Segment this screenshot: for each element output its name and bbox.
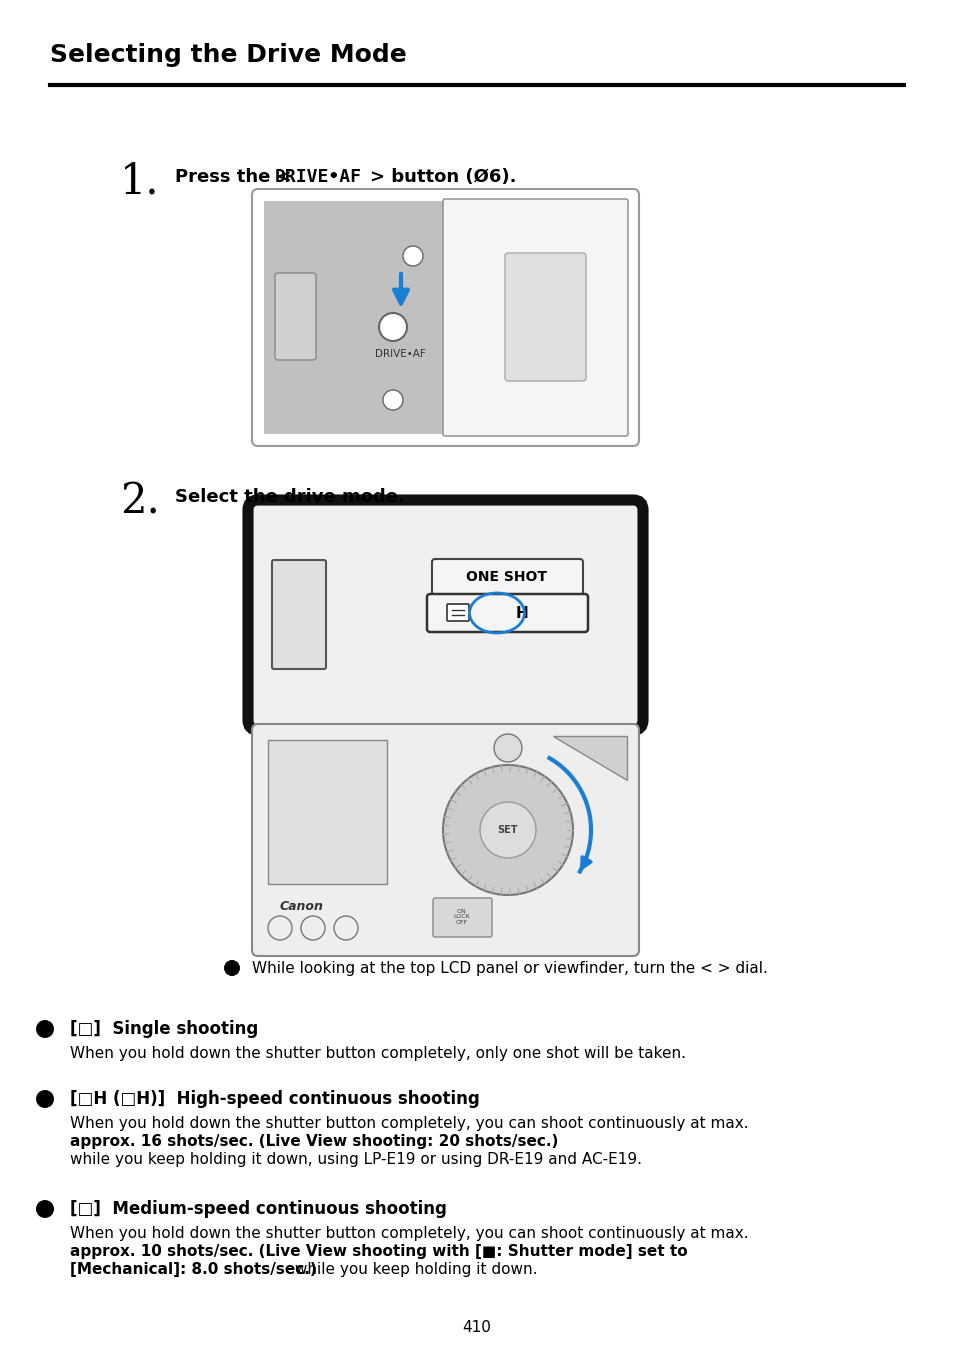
Circle shape <box>36 1020 54 1038</box>
Text: 2.: 2. <box>120 480 159 522</box>
Text: while you keep holding it down, using LP-E19 or using DR-E19 and AC-E19.: while you keep holding it down, using LP… <box>70 1153 641 1167</box>
FancyBboxPatch shape <box>432 560 582 594</box>
FancyBboxPatch shape <box>504 253 585 381</box>
Circle shape <box>224 960 240 976</box>
Text: H: H <box>515 605 528 620</box>
Text: DRIVE•AF: DRIVE•AF <box>274 168 361 186</box>
Text: [□]  Single shooting: [□] Single shooting <box>70 1020 258 1038</box>
Polygon shape <box>553 736 626 780</box>
FancyBboxPatch shape <box>442 199 627 436</box>
Text: When you hold down the shutter button completely, you can shoot continuously at : When you hold down the shutter button co… <box>70 1116 748 1131</box>
Text: ON
LOCK
OFF: ON LOCK OFF <box>453 909 470 925</box>
FancyBboxPatch shape <box>252 190 639 447</box>
Text: While looking at the top LCD panel or viewfinder, turn the < > dial.: While looking at the top LCD panel or vi… <box>252 960 767 975</box>
Circle shape <box>36 1089 54 1108</box>
Text: > button (Ø6).: > button (Ø6). <box>370 168 516 186</box>
FancyBboxPatch shape <box>248 500 642 730</box>
Circle shape <box>36 1200 54 1219</box>
Text: When you hold down the shutter button completely, only one shot will be taken.: When you hold down the shutter button co… <box>70 1046 685 1061</box>
Text: Select the drive mode.: Select the drive mode. <box>174 488 404 506</box>
Text: [Mechanical]: 8.0 shots/sec.): [Mechanical]: 8.0 shots/sec.) <box>70 1262 316 1276</box>
Text: approx. 10 shots/sec. (Live View shooting with [■: Shutter mode] set to: approx. 10 shots/sec. (Live View shootin… <box>70 1244 687 1259</box>
FancyBboxPatch shape <box>272 560 326 668</box>
Text: Canon: Canon <box>280 900 323 913</box>
Text: When you hold down the shutter button completely, you can shoot continuously at : When you hold down the shutter button co… <box>70 1227 748 1241</box>
Text: DRIVE•AF: DRIVE•AF <box>375 348 425 359</box>
Text: Press the <: Press the < <box>174 168 292 186</box>
FancyBboxPatch shape <box>274 273 315 360</box>
Circle shape <box>494 734 521 763</box>
Circle shape <box>479 802 536 858</box>
FancyBboxPatch shape <box>252 724 639 956</box>
Text: [□]  Medium-speed continuous shooting: [□] Medium-speed continuous shooting <box>70 1200 446 1219</box>
Circle shape <box>402 246 422 266</box>
Text: SET: SET <box>497 824 517 835</box>
FancyBboxPatch shape <box>268 740 387 884</box>
Polygon shape <box>264 200 507 434</box>
Text: ONE SHOT: ONE SHOT <box>466 570 547 584</box>
Circle shape <box>382 390 402 410</box>
FancyBboxPatch shape <box>447 604 469 621</box>
Text: Selecting the Drive Mode: Selecting the Drive Mode <box>50 43 406 67</box>
FancyBboxPatch shape <box>427 594 587 632</box>
Text: [□H (□H)]  High-speed continuous shooting: [□H (□H)] High-speed continuous shooting <box>70 1089 479 1108</box>
Circle shape <box>442 765 573 894</box>
Text: 410: 410 <box>462 1319 491 1336</box>
Text: 1.: 1. <box>120 160 159 202</box>
Text: while you keep holding it down.: while you keep holding it down. <box>290 1262 537 1276</box>
FancyBboxPatch shape <box>433 898 492 937</box>
Text: approx. 16 shots/sec. (Live View shooting: 20 shots/sec.): approx. 16 shots/sec. (Live View shootin… <box>70 1134 558 1149</box>
Circle shape <box>378 313 407 342</box>
